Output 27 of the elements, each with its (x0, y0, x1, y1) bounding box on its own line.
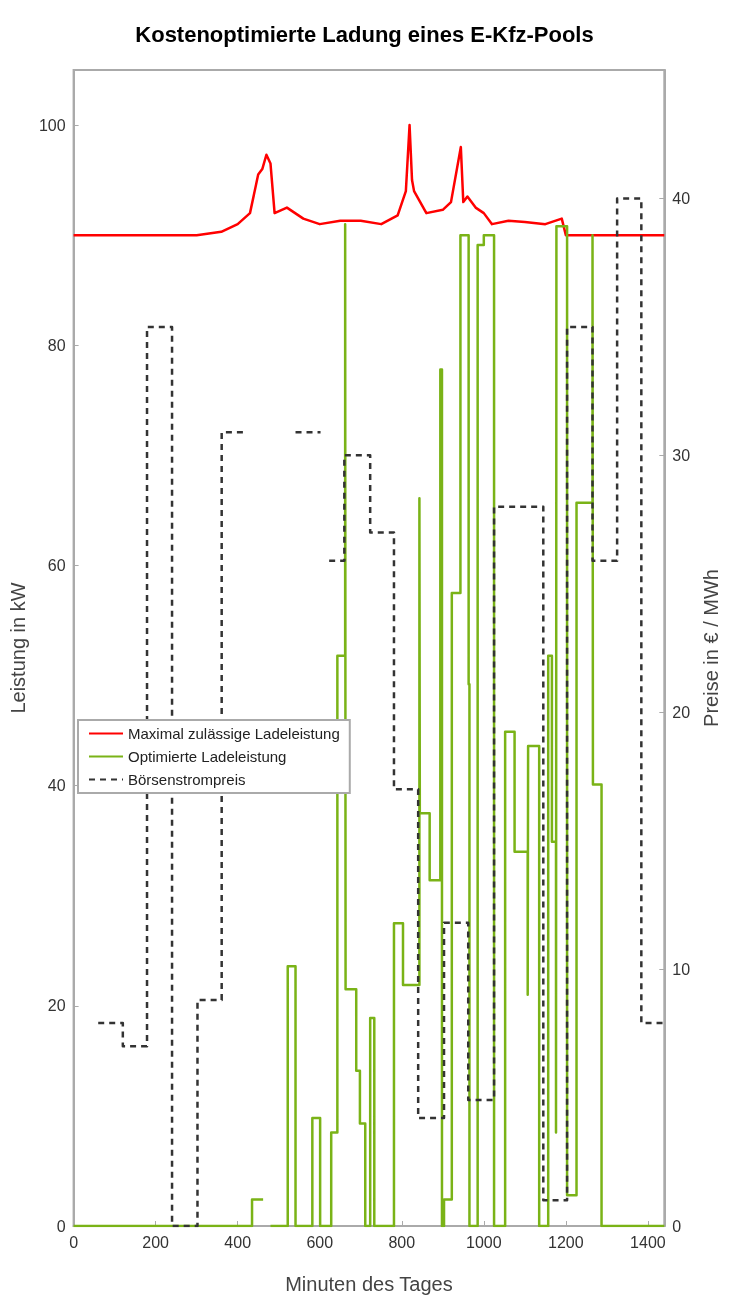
y-tick-label: 20 (47, 997, 66, 1015)
y-tick-label: 100 (38, 116, 66, 134)
y2-tick-label: 0 (672, 1217, 682, 1235)
x-tick-label: 600 (306, 1233, 334, 1251)
y2-axis-title: Preise in € / MWh (700, 569, 722, 727)
x-axis-title: Minuten des Tages (285, 1273, 453, 1295)
y2-tick-label: 40 (672, 189, 691, 207)
x-tick-label: 1000 (466, 1233, 502, 1251)
y2-tick-label: 30 (672, 446, 691, 464)
y-tick-label: 80 (47, 336, 66, 354)
y-tick-label: 0 (56, 1217, 66, 1235)
legend-label: Optimierte Ladeleistung (128, 748, 287, 765)
x-tick-label: 400 (224, 1233, 252, 1251)
y-axis-title: Leistung in kW (7, 582, 29, 714)
chart-title: Kostenoptimierte Ladung eines E-Kfz-Pools (135, 21, 594, 47)
x-tick-label: 1200 (548, 1233, 584, 1251)
x-tick-label: 200 (142, 1233, 170, 1251)
y-tick-label: 40 (47, 777, 66, 795)
legend-label: Maximal zulässige Ladeleistung (128, 725, 340, 742)
y2-tick-label: 20 (672, 703, 691, 721)
line-series (72, 123, 666, 237)
y-tick-label: 60 (47, 556, 66, 574)
x-tick-label: 800 (388, 1233, 416, 1251)
y2-tick-label: 10 (672, 960, 691, 978)
legend-label: Börsenstrompreis (128, 771, 246, 788)
x-tick-label: 0 (69, 1233, 79, 1251)
x-tick-label: 1400 (630, 1233, 666, 1251)
